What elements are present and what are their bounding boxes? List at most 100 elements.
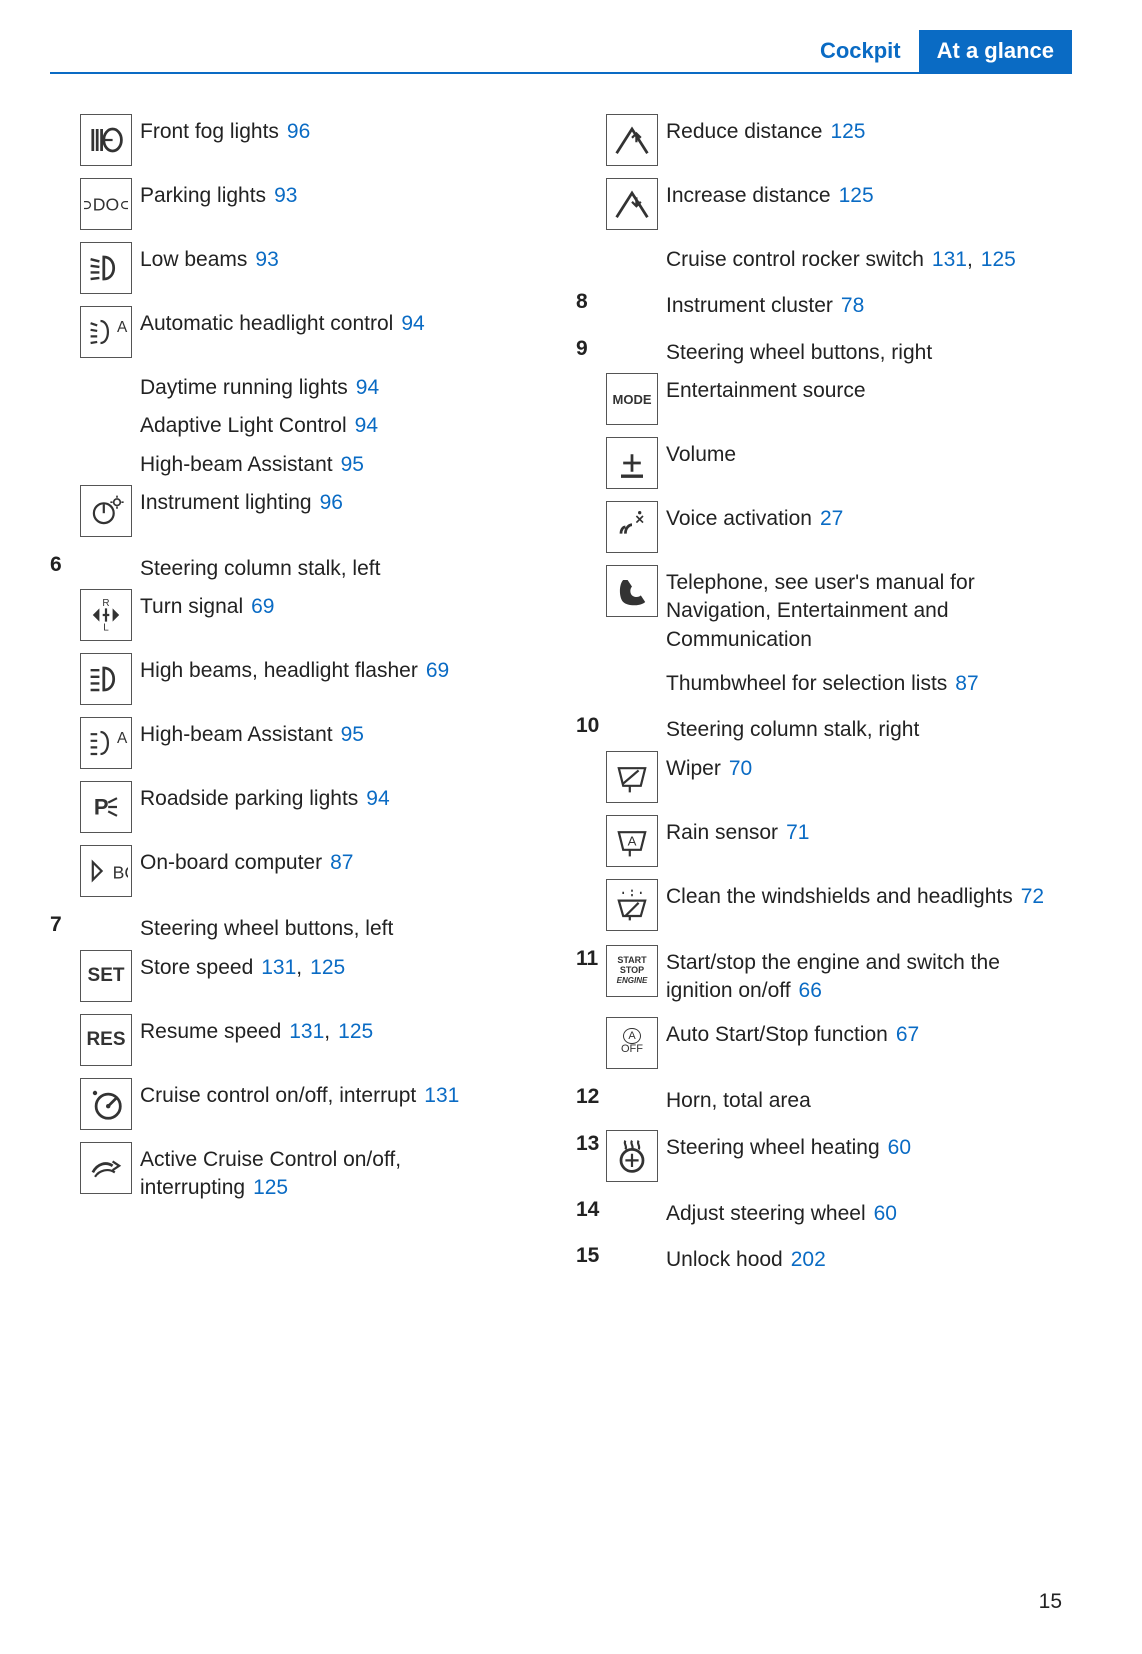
page-reference[interactable]: 94 <box>366 787 389 810</box>
entry-number <box>50 447 80 449</box>
entry-row: Increase distance125 <box>576 178 1072 230</box>
page-reference[interactable]: 94 <box>356 376 379 399</box>
entry-icon-slot <box>80 114 140 166</box>
header-title: At a glance <box>919 30 1072 72</box>
page-reference[interactable]: 125 <box>338 1020 373 1043</box>
page-reference[interactable]: 93 <box>255 248 278 271</box>
entry-row: Wiper 70 <box>576 751 1072 803</box>
entry-text: Entertainment source <box>666 373 1072 405</box>
entry-number <box>50 950 80 952</box>
page-reference[interactable]: 125 <box>253 1176 288 1199</box>
entry-row: Instrument lighting96 <box>50 485 546 537</box>
page-reference[interactable]: 125 <box>839 184 874 207</box>
entry-text: Thumbwheel for selection lists 87 <box>666 666 1072 698</box>
entry-label: High-beam Assistant <box>140 723 333 746</box>
entry-number <box>50 1142 80 1144</box>
entry-row: High-beam Assistant95 <box>50 447 546 479</box>
entry-number: 10 <box>576 712 606 738</box>
fog-icon <box>80 114 132 166</box>
entry-label: Steering wheel heating <box>666 1136 880 1159</box>
entry-text: Front fog lights96 <box>140 114 546 146</box>
entry-text: Auto Start/Stop function67 <box>666 1017 1072 1049</box>
svg-text:BC: BC <box>113 863 128 883</box>
page-reference[interactable]: 131 <box>289 1020 324 1043</box>
page-reference[interactable]: 87 <box>955 672 978 695</box>
entry-row: Front fog lights96 <box>50 114 546 166</box>
entry-label: Start/stop the engine and switch the ign… <box>666 951 1000 1002</box>
entry-row: ⊃DO⊂Parking lights93 <box>50 178 546 230</box>
page-reference[interactable]: 95 <box>341 723 364 746</box>
page-reference[interactable]: 125 <box>981 248 1016 271</box>
page-reference[interactable]: 78 <box>841 294 864 317</box>
entry-text: Reduce distance125 <box>666 114 1072 146</box>
entry-text: Instrument cluster78 <box>666 288 1072 320</box>
page-reference[interactable]: 96 <box>320 491 343 514</box>
page-reference[interactable]: 93 <box>274 184 297 207</box>
entry-number <box>576 666 606 668</box>
entry-icon-slot: ⊃DO⊂ <box>80 178 140 230</box>
page-reference[interactable]: 131 <box>261 956 296 979</box>
entry-number <box>50 408 80 410</box>
page-reference[interactable]: 60 <box>874 1202 897 1225</box>
entry-row: 6Steering column stalk, left <box>50 551 546 583</box>
entry-label: Steering column stalk, right <box>666 718 919 741</box>
right-column: Reduce distance125 Increase distance125 Cr… <box>576 114 1072 1280</box>
page-reference[interactable]: 70 <box>729 757 752 780</box>
entry-label: Steering wheel buttons, right <box>666 341 932 364</box>
page-reference[interactable]: 131 <box>424 1084 459 1107</box>
svg-text:R: R <box>102 599 109 610</box>
entry-number <box>576 178 606 180</box>
page-reference[interactable]: 202 <box>791 1248 826 1271</box>
highbeam-icon <box>80 653 132 705</box>
entry-icon-slot: A <box>606 815 666 867</box>
entry-number <box>50 485 80 487</box>
entry-number <box>576 373 606 375</box>
svg-text:P: P <box>94 795 109 820</box>
entry-text: Low beams93 <box>140 242 546 274</box>
page-reference[interactable]: 125 <box>310 956 345 979</box>
entry-icon-slot: BC <box>80 845 140 897</box>
wash-icon <box>606 879 658 931</box>
page-reference[interactable]: 95 <box>341 453 364 476</box>
entry-icon-slot: P <box>80 781 140 833</box>
entry-number <box>50 717 80 719</box>
page-reference[interactable]: 27 <box>820 507 843 530</box>
page-reference[interactable]: 71 <box>786 821 809 844</box>
page-reference[interactable]: 125 <box>830 120 865 143</box>
entry-icon-slot <box>606 437 666 489</box>
entry-icon-slot <box>606 501 666 553</box>
page-reference[interactable]: 60 <box>888 1136 911 1159</box>
entry-text: Steering column stalk, left <box>140 551 546 583</box>
entry-text: Cruise control rocker switch131,125 <box>666 242 1072 274</box>
page-reference[interactable]: 67 <box>896 1023 919 1046</box>
page-reference[interactable]: 66 <box>799 979 822 1002</box>
page-reference[interactable]: 96 <box>287 120 310 143</box>
entry-text: Clean the windshields and headlights72 <box>666 879 1072 911</box>
page-reference[interactable]: 94 <box>401 312 424 335</box>
entry-icon-slot: MODE <box>606 373 666 425</box>
page-reference[interactable]: 94 <box>355 414 378 437</box>
page-reference[interactable]: 69 <box>426 659 449 682</box>
entry-text: Telephone, see user's manual for Navigat… <box>666 565 1072 654</box>
page-reference[interactable]: 72 <box>1021 885 1044 908</box>
voice-icon <box>606 501 658 553</box>
page-reference[interactable]: 131 <box>932 248 967 271</box>
entry-label: Telephone, see user's manual for Navigat… <box>666 571 975 651</box>
entry-label: Daytime running lights <box>140 376 348 399</box>
entry-label: Unlock hood <box>666 1248 783 1271</box>
aoff-icon: AOFF <box>606 1017 658 1069</box>
entry-number: 13 <box>576 1130 606 1156</box>
page-reference[interactable]: 69 <box>251 595 274 618</box>
MODE-icon: MODE <box>606 373 658 425</box>
entry-label: Wiper <box>666 757 721 780</box>
entry-row: AHigh-beam Assistant95 <box>50 717 546 769</box>
entry-row: BCOn-board computer87 <box>50 845 546 897</box>
entry-text: Adaptive Light Control94 <box>140 408 546 440</box>
page-reference[interactable]: 87 <box>330 851 353 874</box>
entry-row: SETStore speed131,125 <box>50 950 546 1002</box>
entry-row: ARain sensor71 <box>576 815 1072 867</box>
entry-label: Thumbwheel for selection lists <box>666 672 947 695</box>
entry-number <box>50 306 80 308</box>
entry-row: 11STARTSTOPENGINEStart/stop the engine a… <box>576 945 1072 1006</box>
svg-text:A: A <box>117 319 128 336</box>
